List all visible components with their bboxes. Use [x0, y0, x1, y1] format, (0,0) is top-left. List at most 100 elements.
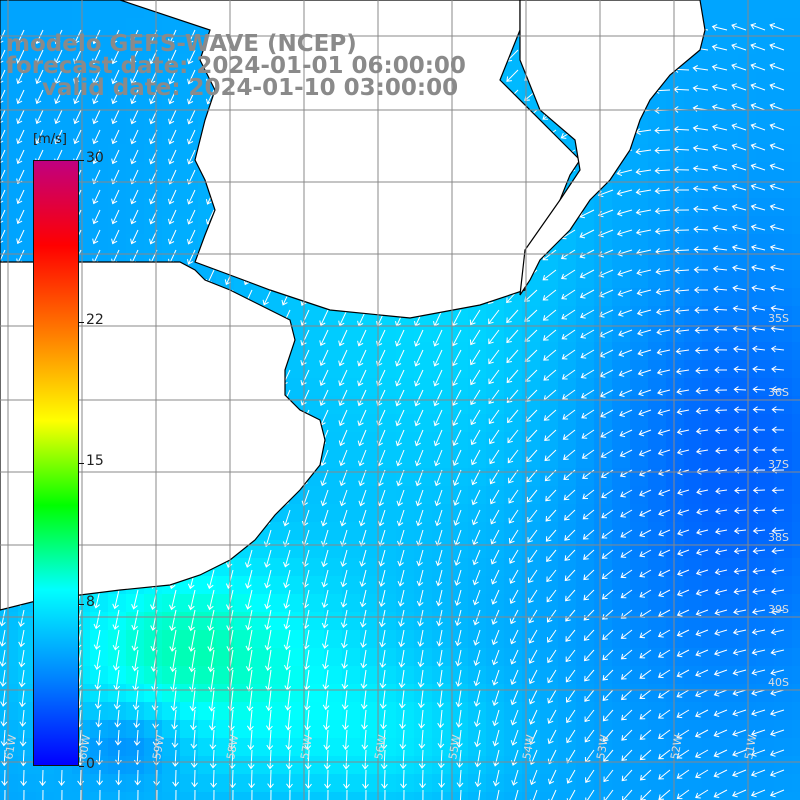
- wind-cell: [306, 486, 325, 505]
- wind-arrow: [16, 229, 25, 245]
- wind-cell: [72, 90, 91, 109]
- wind-arrow: [417, 689, 425, 709]
- wind-cell: [792, 540, 800, 559]
- wind-arrow: [469, 309, 481, 326]
- wind-cell: [576, 378, 595, 397]
- wind-arrow: [656, 328, 671, 336]
- wind-cell: [612, 360, 631, 379]
- wind-arrow: [769, 63, 785, 71]
- wind-arrow: [751, 749, 766, 757]
- wind-cell: [612, 270, 631, 289]
- wind-cell: [414, 576, 433, 595]
- wind-cell: [432, 630, 451, 649]
- wind-arrow: [654, 187, 671, 195]
- wind-cell: [738, 54, 757, 73]
- wind-arrow: [528, 649, 538, 664]
- wind-cell: [270, 576, 289, 595]
- wind-arrow: [474, 729, 481, 748]
- wind-cell: [630, 162, 649, 181]
- wind-arrow: [112, 589, 120, 610]
- wind-arrow: [657, 629, 671, 638]
- wind-cell: [756, 702, 775, 721]
- wind-cell: [792, 630, 800, 649]
- wind-arrow: [548, 769, 557, 785]
- wind-arrow: [621, 769, 633, 782]
- wind-cell: [288, 738, 307, 757]
- wind-arrow: [635, 188, 652, 196]
- wind-cell: [702, 540, 721, 559]
- wind-arrow: [187, 49, 196, 65]
- wind-cell: [306, 702, 325, 721]
- wind-arrow: [769, 83, 785, 91]
- wind-arrow: [0, 709, 8, 727]
- wind-arrow: [565, 589, 576, 602]
- wind-cell: [576, 486, 595, 505]
- wind-cell: [702, 522, 721, 541]
- wind-cell: [324, 342, 343, 361]
- wind-arrow: [360, 689, 368, 710]
- wind-cell: [792, 144, 800, 163]
- wind-arrow: [339, 509, 348, 527]
- wind-arrow: [506, 69, 519, 82]
- wind-cell: [738, 108, 757, 127]
- wind-cell: [702, 252, 721, 271]
- wind-cell: [414, 648, 433, 667]
- wind-cell: [540, 432, 559, 451]
- wind-arrow: [395, 369, 405, 387]
- wind-arrow: [400, 769, 407, 789]
- wind-cell: [630, 594, 649, 613]
- wind-arrow: [433, 349, 443, 367]
- wind-cell: [684, 432, 703, 451]
- wind-arrow: [169, 609, 177, 632]
- wind-cell: [180, 90, 199, 109]
- wind-cell: [18, 216, 37, 235]
- wind-cell: [306, 504, 325, 523]
- wind-arrow: [677, 529, 690, 536]
- wind-arrow: [137, 789, 139, 800]
- wind-cell: [180, 594, 199, 613]
- wind-arrow: [473, 649, 481, 667]
- wind-cell: [378, 792, 397, 800]
- wind-cell: [576, 522, 595, 541]
- wind-arrow: [514, 789, 519, 800]
- wind-cell: [486, 522, 505, 541]
- wind-arrow: [188, 649, 196, 673]
- wind-arrow: [546, 569, 557, 583]
- wind-arrow: [714, 406, 728, 414]
- wind-arrow: [692, 125, 709, 132]
- wind-arrow: [751, 264, 766, 272]
- wind-cell: [0, 108, 19, 127]
- wind-cell: [630, 342, 649, 361]
- wind-cell: [774, 486, 793, 505]
- wind-arrow: [752, 345, 766, 353]
- wind-cell: [36, 0, 55, 19]
- wind-cell: [648, 792, 667, 800]
- wind-cell: [324, 558, 343, 577]
- wind-arrow: [403, 789, 405, 800]
- wind-arrow: [417, 669, 425, 688]
- wind-arrow: [769, 123, 785, 131]
- wind-cell: [468, 666, 487, 685]
- wind-cell: [684, 738, 703, 757]
- wind-cell: [666, 738, 685, 757]
- wind-cell: [630, 198, 649, 217]
- wind-arrow: [16, 129, 25, 145]
- wind-cell: [702, 288, 721, 307]
- wind-arrow: [654, 207, 671, 215]
- wind-cell: [234, 720, 253, 739]
- wind-arrow: [752, 365, 766, 373]
- wind-cell: [738, 774, 757, 793]
- wind-arrow: [380, 749, 388, 770]
- wind-arrow: [600, 469, 614, 479]
- wind-cell: [414, 738, 433, 757]
- wind-arrow: [639, 689, 652, 700]
- wind-cell: [378, 720, 397, 739]
- wind-cell: [792, 270, 800, 289]
- wind-cell: [414, 486, 433, 505]
- wind-cell: [144, 774, 163, 793]
- wind-arrow: [398, 669, 406, 689]
- wind-arrow: [320, 489, 329, 507]
- wind-cell: [180, 180, 199, 199]
- wind-cell: [36, 792, 55, 800]
- wind-cell: [612, 792, 631, 800]
